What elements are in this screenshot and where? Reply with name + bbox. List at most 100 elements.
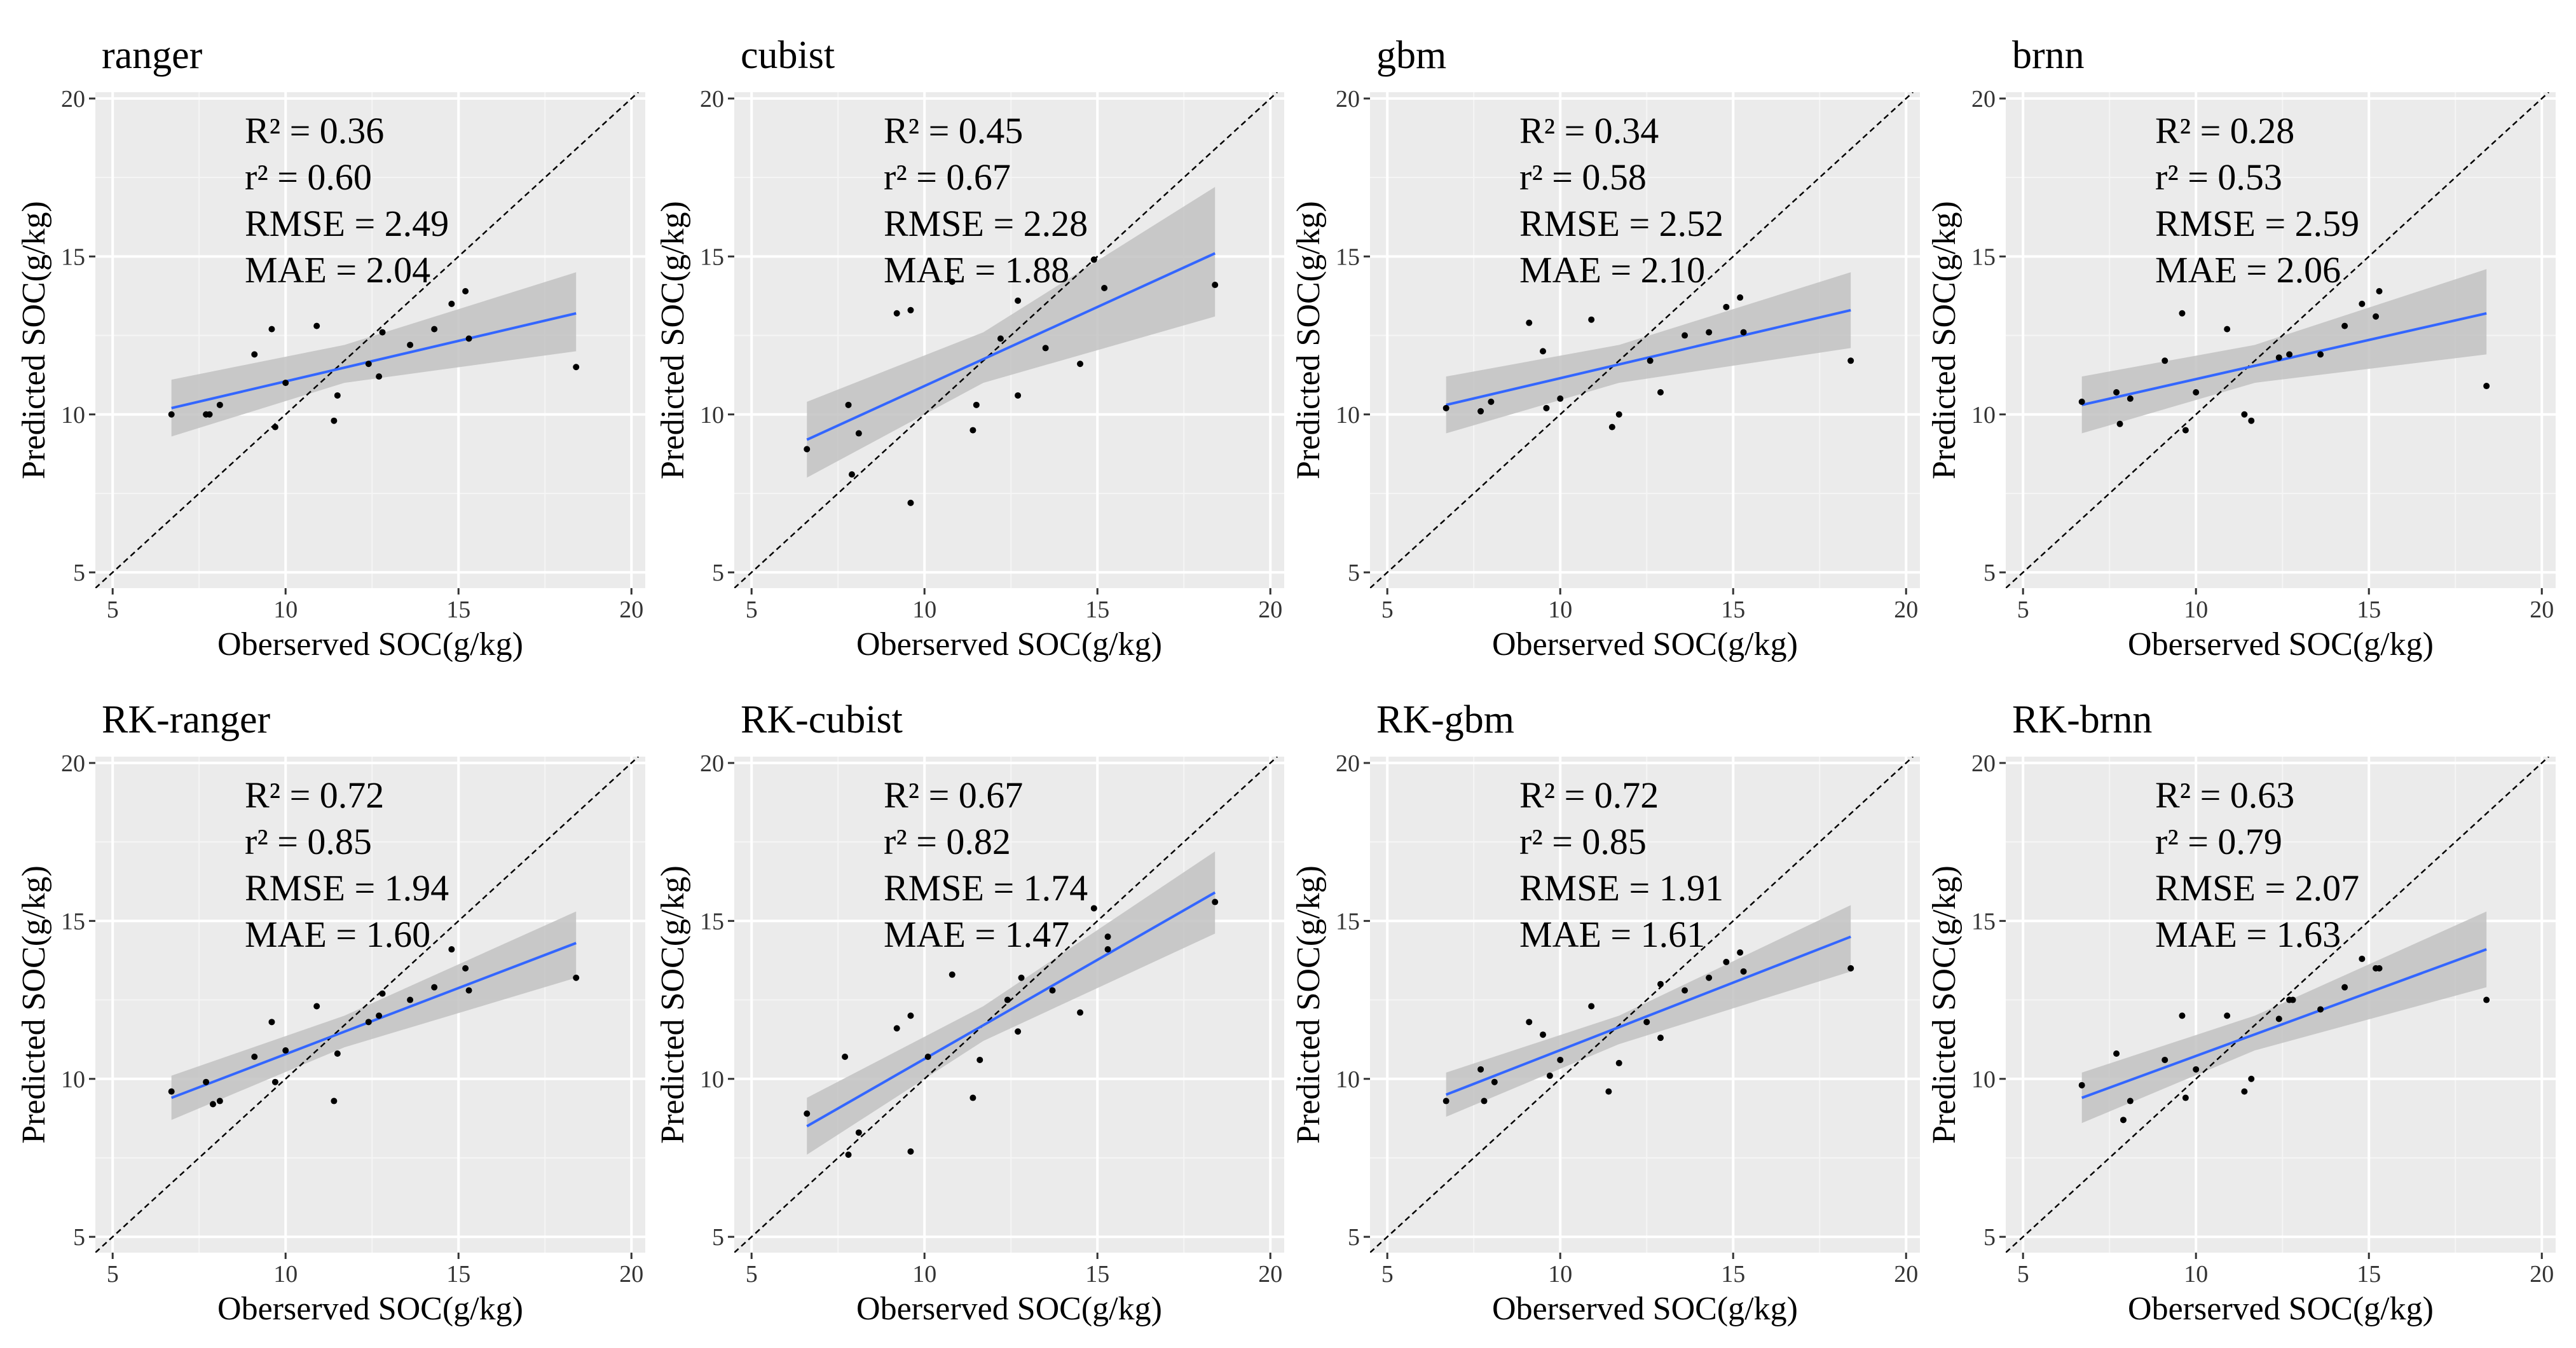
y-tick-label: 20	[1971, 86, 1996, 113]
data-point	[1740, 968, 1747, 975]
stat-line: r² = 0.82	[884, 821, 1011, 862]
stat-line: R² = 0.28	[2155, 110, 2294, 151]
data-point	[2376, 965, 2383, 972]
x-tick-label: 10	[2184, 596, 2208, 623]
y-axis-title: Predicted SOC(g/kg)	[1291, 201, 1327, 479]
data-point	[1077, 1009, 1084, 1016]
regression-line	[806, 252, 1216, 441]
data-point	[216, 1097, 223, 1104]
data-point	[2162, 357, 2168, 364]
data-layer	[2006, 92, 2549, 588]
stat-line: MAE = 1.47	[884, 914, 1069, 955]
stat-line: RMSE = 1.74	[884, 867, 1088, 909]
data-point	[1740, 329, 1747, 336]
x-axis-title: Oberserved SOC(g/kg)	[2128, 1291, 2434, 1327]
stat-line: RMSE = 1.94	[245, 867, 449, 909]
data-point	[2078, 398, 2085, 405]
data-point	[271, 1078, 278, 1085]
data-point	[209, 1101, 216, 1108]
data-point	[845, 401, 852, 408]
data-point	[2127, 395, 2134, 402]
data-point	[1015, 392, 1022, 399]
data-point	[1657, 980, 1664, 987]
data-point	[573, 974, 580, 981]
stat-line: r² = 0.60	[245, 156, 372, 198]
data-point	[2317, 1006, 2324, 1013]
stat-line: RMSE = 1.91	[1519, 867, 1723, 909]
identity-line	[734, 92, 1278, 588]
confidence-band	[171, 911, 577, 1120]
confidence-band	[171, 272, 577, 437]
data-point	[2182, 427, 2189, 434]
data-point	[1723, 958, 1730, 965]
identity-line	[734, 757, 1278, 1253]
y-tick-label: 20	[61, 86, 85, 113]
data-point	[1090, 256, 1097, 263]
y-axis-title: Predicted SOC(g/kg)	[655, 201, 691, 479]
data-point	[282, 1047, 289, 1054]
identity-line	[1370, 92, 1914, 588]
x-tick-label: 10	[912, 596, 936, 623]
data-point	[949, 279, 956, 285]
data-point	[1104, 946, 1111, 953]
data-point	[2120, 1117, 2127, 1124]
data-point	[2248, 1075, 2255, 1082]
data-point	[1557, 395, 1564, 402]
data-point	[2078, 1082, 2085, 1089]
confidence-band	[1446, 905, 1851, 1117]
data-point	[1737, 294, 1744, 301]
y-tick-label: 5	[1348, 560, 1360, 586]
x-tick-label: 15	[446, 596, 470, 623]
data-point	[893, 1025, 900, 1032]
data-point	[2275, 1015, 2282, 1022]
data-point	[2162, 1056, 2168, 1063]
data-point	[1605, 1088, 1612, 1095]
y-tick-label: 15	[1971, 908, 1996, 935]
x-tick-label: 5	[2017, 596, 2029, 623]
confidence-band	[807, 851, 1216, 1155]
data-point	[1543, 404, 1550, 411]
data-point	[1615, 1059, 1622, 1066]
data-point	[1101, 285, 1108, 292]
stat-line: RMSE = 2.07	[2155, 867, 2359, 909]
stat-line: RMSE = 2.49	[245, 203, 449, 244]
data-point	[1540, 1031, 1547, 1038]
x-tick-label: 20	[2530, 596, 2554, 623]
data-point	[268, 1019, 275, 1026]
data-point	[1588, 1003, 1595, 1010]
data-point	[2193, 389, 2200, 395]
y-tick-label: 15	[1971, 244, 1996, 270]
data-point	[1481, 1097, 1488, 1104]
panel-ranger: 5 10 15 20 5 10 15 20 ranger R² = 0.36 r² = 0.60 RM…	[16, 34, 645, 663]
y-tick-label: 5	[73, 1224, 85, 1251]
x-tick-label: 20	[2530, 1261, 2554, 1288]
data-point	[907, 1148, 914, 1155]
stat-line: r² = 0.67	[884, 156, 1011, 198]
panel-title: RK-cubist	[741, 698, 903, 741]
data-point	[1540, 348, 1547, 355]
panel-title: RK-ranger	[102, 698, 270, 741]
y-axis-title: Predicted SOC(g/kg)	[16, 865, 52, 1144]
data-point	[465, 335, 472, 342]
y-tick-label: 20	[700, 86, 724, 113]
data-point	[1488, 398, 1495, 405]
stat-line: RMSE = 2.52	[1519, 203, 1723, 244]
data-point	[1049, 987, 1056, 994]
data-point	[379, 329, 386, 336]
panel-title: RK-brnn	[2012, 698, 2152, 741]
data-point	[1477, 1066, 1484, 1073]
data-point	[1557, 1056, 1564, 1063]
data-point	[855, 430, 862, 437]
stat-line: r² = 0.53	[2155, 156, 2282, 198]
x-tick-label: 20	[1258, 596, 1282, 623]
x-axis-title: Oberserved SOC(g/kg)	[217, 626, 523, 663]
data-point	[407, 996, 414, 1003]
x-tick-label: 15	[1085, 596, 1109, 623]
panel-gbm: 5 10 15 20 5 10 15 20 gbm R² = 0.34 r² = 0.58 RMSE …	[1291, 34, 1920, 663]
y-axis-title: Predicted SOC(g/kg)	[655, 865, 691, 1144]
data-point	[431, 984, 438, 991]
data-point	[1546, 1072, 1553, 1079]
data-point	[1212, 282, 1219, 289]
x-tick-label: 15	[446, 1261, 470, 1288]
